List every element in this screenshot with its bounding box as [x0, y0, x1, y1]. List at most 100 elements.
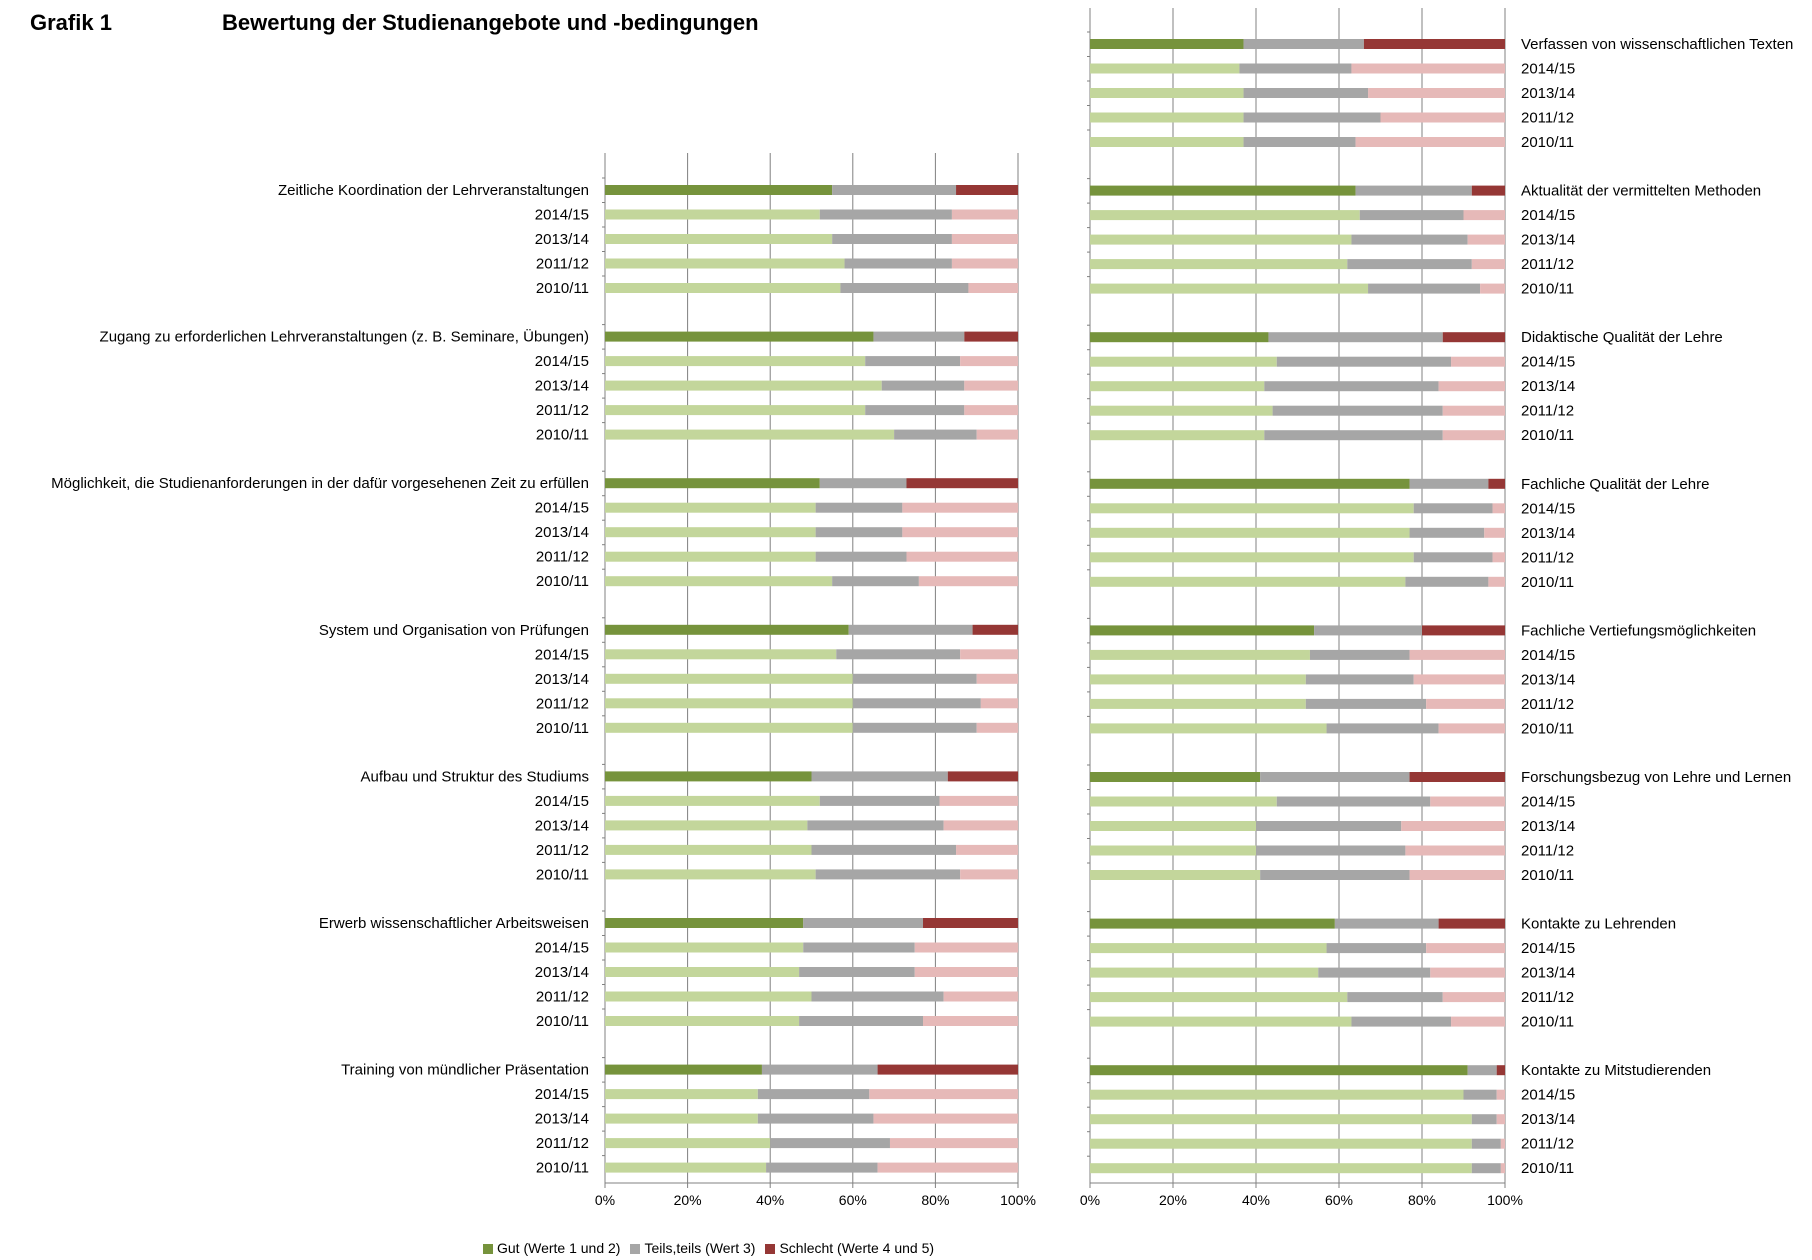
row-year-label: 2010/11: [536, 427, 589, 444]
x-tick-label: 60%: [1325, 1192, 1353, 1208]
bar-year-gut: [605, 698, 853, 709]
bar-total-gut: [1090, 772, 1261, 782]
bar-year-teils: [1413, 503, 1493, 514]
bar-year-schlecht: [976, 722, 1018, 733]
bar-year-gut: [1090, 112, 1244, 123]
bar-year-teils: [852, 698, 981, 709]
bar-year-schlecht: [902, 502, 1018, 513]
row-year-label: 2014/15: [535, 353, 589, 370]
bar-year-gut: [1090, 259, 1348, 270]
bar-year-gut: [1090, 527, 1410, 538]
group-title-label: Zugang zu erforderlichen Lehrveranstaltu…: [100, 328, 589, 346]
bar-total-teils: [848, 624, 973, 635]
row-year-label: 2010/11: [536, 1160, 589, 1177]
bar-total-schlecht: [972, 624, 1018, 635]
bar-total-gut: [1090, 625, 1315, 636]
bar-year-schlecht: [1492, 503, 1505, 514]
bar-year-schlecht: [914, 967, 1018, 977]
bar-year-teils: [865, 405, 965, 416]
row-year-label: 2011/12: [536, 842, 589, 859]
bar-year-gut: [605, 673, 853, 684]
row-year-label: 2010/11: [1521, 574, 1574, 591]
bar-year-schlecht: [1484, 527, 1505, 538]
bar-year-teils: [815, 869, 961, 880]
bar-year-gut: [1090, 992, 1348, 1003]
bar-year-teils: [865, 356, 961, 367]
bar-year-gut: [1090, 723, 1327, 734]
bar-year-teils: [836, 649, 961, 660]
row-year-label: 2014/15: [535, 646, 589, 663]
bar-year-teils: [799, 1016, 924, 1026]
bar-total-schlecht: [964, 331, 1018, 342]
bar-year-gut: [1090, 234, 1352, 245]
x-tick-label: 80%: [921, 1192, 949, 1208]
row-year-label: 2011/12: [1521, 110, 1574, 127]
bar-year-schlecht: [918, 576, 1018, 587]
bar-year-teils: [1256, 845, 1406, 856]
bar-year-teils: [1351, 234, 1468, 245]
legend-item: Schlecht (Werte 4 und 5): [765, 1240, 934, 1256]
bar-year-teils: [1264, 381, 1439, 392]
row-year-label: 2014/15: [1521, 354, 1575, 371]
bar-year-teils: [1239, 63, 1352, 74]
bar-year-schlecht: [943, 991, 1018, 1002]
bar-year-teils: [840, 283, 969, 293]
x-tick-label: 100%: [1000, 1192, 1036, 1208]
row-year-label: 2013/14: [1521, 818, 1575, 835]
bar-year-schlecht: [1351, 63, 1505, 74]
row-year-label: 2011/12: [1521, 843, 1574, 860]
bar-year-teils: [1471, 1114, 1497, 1125]
bar-total-gut: [605, 185, 833, 195]
bar-year-gut: [1090, 821, 1256, 831]
bar-year-schlecht: [1463, 210, 1505, 221]
row-year-label: 2014/15: [535, 793, 589, 810]
bar-total-gut: [605, 478, 820, 489]
bar-year-gut: [1090, 576, 1406, 587]
x-tick-label: 60%: [839, 1192, 867, 1208]
bar-year-teils: [811, 991, 944, 1002]
bar-year-schlecht: [951, 258, 1018, 269]
bar-year-gut: [1090, 1089, 1464, 1100]
bar-total-teils: [832, 185, 957, 195]
bar-total-gut: [1090, 918, 1335, 929]
bar-year-schlecht: [1451, 356, 1505, 367]
bar-year-teils: [766, 1162, 878, 1173]
bar-year-gut: [605, 429, 895, 440]
bar-year-schlecht: [1368, 88, 1505, 98]
bar-year-schlecht: [1401, 821, 1505, 831]
bar-year-schlecht: [869, 1089, 1018, 1100]
bar-total-teils: [819, 478, 907, 489]
bar-year-schlecht: [1451, 1016, 1505, 1027]
row-year-label: 2011/12: [536, 402, 589, 419]
group-title-label: Verfassen von wissenschaftlichen Texten: [1521, 36, 1793, 53]
bar-year-gut: [605, 527, 816, 538]
bar-total-gut: [605, 1064, 762, 1075]
bar-year-teils: [807, 820, 944, 831]
bar-total-teils: [761, 1064, 878, 1075]
x-tick-label: 0%: [595, 1192, 615, 1208]
bar-year-schlecht: [1480, 283, 1505, 294]
row-year-label: 2013/14: [1521, 1111, 1575, 1128]
row-year-label: 2011/12: [536, 989, 589, 1006]
bar-year-schlecht: [1426, 698, 1505, 709]
bar-year-gut: [1090, 210, 1360, 221]
bar-year-teils: [1347, 259, 1472, 270]
bar-year-teils: [819, 795, 940, 806]
row-year-label: 2013/14: [535, 817, 589, 834]
bar-total-gut: [605, 771, 812, 782]
row-year-label: 2011/12: [1521, 989, 1574, 1006]
bar-year-schlecht: [951, 234, 1018, 244]
bar-year-teils: [1326, 943, 1427, 954]
bar-year-gut: [605, 283, 841, 293]
bar-year-teils: [757, 1113, 874, 1124]
bar-total-schlecht: [947, 771, 1018, 782]
bar-year-teils: [844, 258, 952, 269]
row-year-label: 2014/15: [1521, 1087, 1575, 1104]
row-year-label: 2010/11: [1521, 427, 1574, 444]
bar-year-gut: [1090, 796, 1277, 807]
bar-year-gut: [1090, 552, 1414, 563]
row-year-label: 2011/12: [536, 1135, 589, 1152]
bar-year-teils: [832, 234, 952, 244]
row-year-label: 2013/14: [535, 1111, 589, 1128]
group-title-label: Didaktische Qualität der Lehre: [1521, 329, 1723, 346]
